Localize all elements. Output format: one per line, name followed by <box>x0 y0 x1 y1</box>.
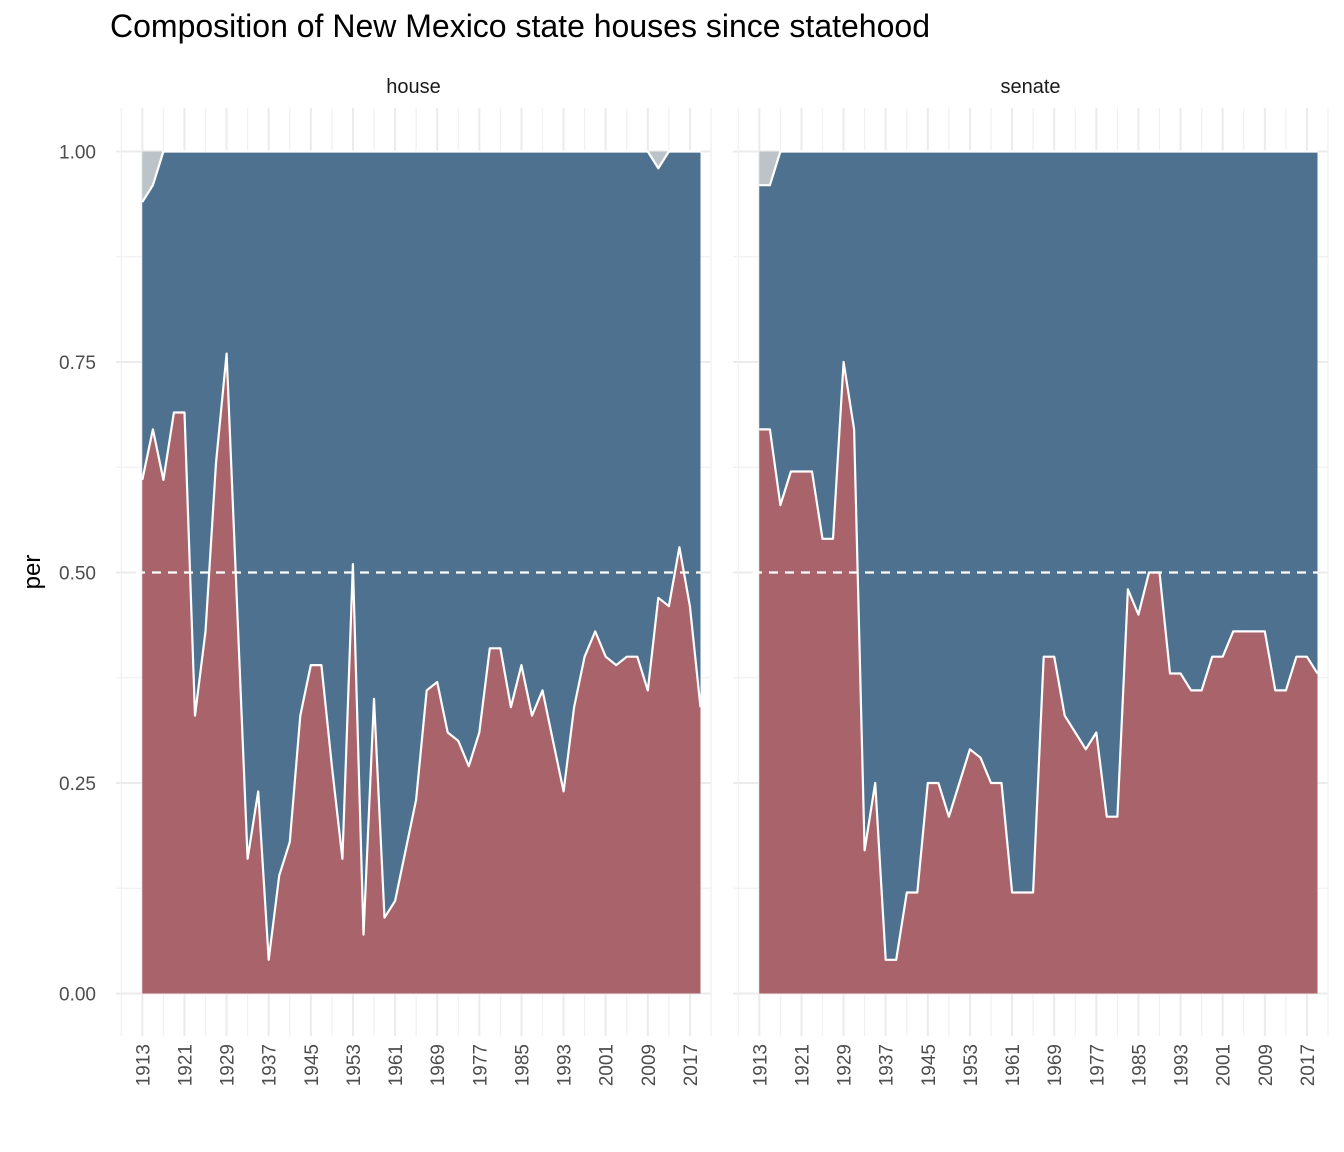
x-tick-label: 1961 <box>1003 1044 1024 1086</box>
chart-title: Composition of New Mexico state houses s… <box>110 8 930 44</box>
x-tick-label: 1961 <box>386 1044 407 1086</box>
x-tick-label: 2001 <box>1214 1044 1235 1086</box>
x-tick-label: 2017 <box>1298 1044 1319 1086</box>
x-tick-label: 1985 <box>512 1044 533 1086</box>
x-tick-label: 1953 <box>344 1044 365 1086</box>
major-party-line <box>141 150 701 203</box>
republican-area <box>759 362 1318 994</box>
x-tick-label: 1993 <box>555 1044 576 1086</box>
y-tick-label: 1.00 <box>59 143 96 164</box>
x-tick-label: 1921 <box>792 1044 813 1086</box>
x-tick-label: 2009 <box>639 1044 660 1086</box>
democrat-area <box>142 151 701 960</box>
x-tick-label: 1913 <box>133 1044 154 1086</box>
x-tick-label: 2001 <box>597 1044 618 1086</box>
y-tick-label: 0.00 <box>59 985 96 1006</box>
x-tick-label: 1969 <box>1045 1044 1066 1086</box>
x-tick-label: 1937 <box>877 1044 898 1086</box>
y-tick-label: 0.50 <box>59 564 96 585</box>
x-tick-label: 1937 <box>260 1044 281 1086</box>
x-tick-label: 1985 <box>1129 1044 1150 1086</box>
x-tick-label: 1921 <box>175 1044 196 1086</box>
x-tick-label: 2009 <box>1256 1044 1277 1086</box>
democrat-area <box>759 151 1318 960</box>
panel-senate: senate 1913 1921 1929 1937 1945 1953 1961 1969 19… <box>733 76 1329 1086</box>
major-party-line <box>759 150 1318 187</box>
x-tick-label: 1913 <box>750 1044 771 1086</box>
republican-line <box>759 360 1319 961</box>
panel-label-house: house <box>386 76 441 98</box>
y-axis-title: per <box>19 555 46 590</box>
x-tick-label: 1969 <box>428 1044 449 1086</box>
x-tick-label: 1977 <box>1087 1044 1108 1086</box>
y-tick-label: 0.75 <box>59 353 96 374</box>
x-tick-label: 2017 <box>681 1044 702 1086</box>
x-tick-label: 1929 <box>218 1044 239 1086</box>
y-tick-label: 0.25 <box>59 774 96 795</box>
x-tick-label: 1953 <box>961 1044 982 1086</box>
x-tick-label: 1929 <box>835 1044 856 1086</box>
republican-area <box>142 353 701 994</box>
x-tick-label: 1977 <box>470 1044 491 1086</box>
x-tick-label: 1993 <box>1172 1044 1193 1086</box>
republican-line <box>141 352 702 961</box>
x-tick-label: 1945 <box>919 1044 940 1086</box>
panel-label-senate: senate <box>1000 76 1060 98</box>
panel-house: house 1913 1921 1929 1937 1945 1953 1961 1969 197… <box>116 76 712 1086</box>
x-tick-label: 1945 <box>302 1044 323 1086</box>
